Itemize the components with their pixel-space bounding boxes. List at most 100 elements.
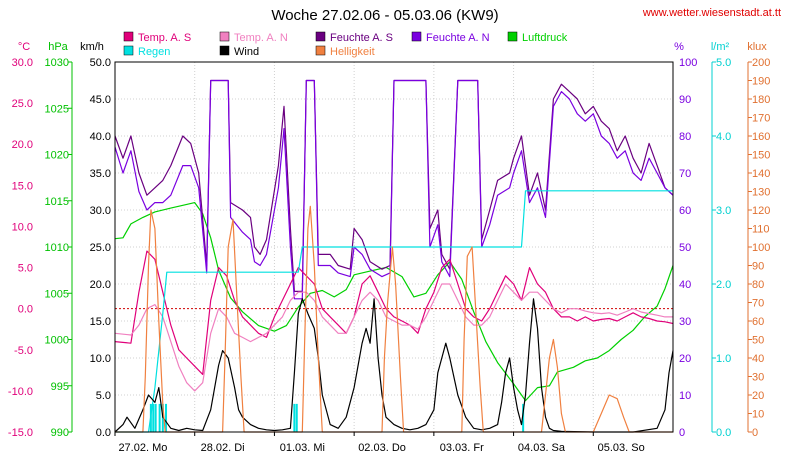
axis-unit-temp: °C [18, 41, 30, 53]
tick-label-temp: 30.0 [12, 57, 33, 69]
tick-label-temp: -5.0 [14, 345, 33, 357]
tick-label-pressure: 1000 [45, 335, 69, 347]
tick-label-wind: 50.0 [90, 57, 111, 69]
tick-label-wind: 45.0 [90, 94, 111, 106]
tick-label-light: 40 [752, 353, 764, 365]
tick-label-light: 200 [752, 57, 770, 69]
tick-label-light: 140 [752, 168, 770, 180]
legend-label: Luftdruck [522, 32, 568, 44]
tick-label-pressure: 1025 [45, 103, 69, 115]
x-tick-label: 03.03. Fr [440, 442, 484, 454]
tick-label-wind: 20.0 [90, 279, 111, 291]
tick-label-wind: 15.0 [90, 316, 111, 328]
x-tick-label: 02.03. Do [358, 442, 406, 454]
tick-label-light: 120 [752, 205, 770, 217]
chart-title: Woche 27.02.06 - 05.03.06 (KW9) [271, 7, 498, 24]
legend-label: Temp. A. N [234, 32, 288, 44]
tick-label-temp: 20.0 [12, 139, 33, 151]
x-tick-label: 05.03. So [598, 442, 645, 454]
axis-unit-light: klux [747, 41, 767, 53]
tick-label-wind: 10.0 [90, 353, 111, 365]
tick-label-wind: 25.0 [90, 242, 111, 254]
tick-label-light: 20 [752, 390, 764, 402]
tick-label-temp: 0.0 [18, 304, 33, 316]
legend-swatch [219, 31, 230, 42]
tick-label-light: 180 [752, 94, 770, 106]
axis-unit-wind: km/h [80, 41, 104, 53]
tick-label-light: 80 [752, 279, 764, 291]
tick-label-light: 160 [752, 131, 770, 143]
tick-label-humidity: 40 [679, 279, 691, 291]
x-tick-label: 27.02. Mo [118, 442, 167, 454]
tick-label-temp: 25.0 [12, 98, 33, 110]
tick-label-wind: 5.0 [96, 390, 111, 402]
legend: Temp. A. S Temp. A. N Feuchte A. S Feuchte … [123, 31, 568, 58]
axis-unit-humidity: % [674, 41, 684, 53]
tick-label-light: 30 [752, 372, 764, 384]
tick-label-light: 130 [752, 187, 770, 199]
tick-label-light: 60 [752, 316, 764, 328]
legend-swatch [123, 45, 134, 56]
tick-label-wind: 30.0 [90, 205, 111, 217]
x-tick-label: 28.02. Di [201, 442, 245, 454]
tick-label-light: 190 [752, 76, 770, 88]
axis-unit-pressure: hPa [48, 41, 68, 53]
tick-label-rain: 5.0 [716, 57, 731, 69]
tick-label-pressure: 1010 [45, 242, 69, 254]
tick-label-wind: 40.0 [90, 131, 111, 143]
tick-label-light: 170 [752, 113, 770, 125]
x-tick-label: 01.03. Mi [280, 442, 325, 454]
legend-swatch [315, 45, 326, 56]
tick-label-temp: 15.0 [12, 180, 33, 192]
plot-frame [114, 61, 674, 433]
tick-label-pressure: 1030 [45, 57, 69, 69]
legend-swatch [315, 31, 326, 42]
tick-label-humidity: 100 [679, 57, 697, 69]
tick-label-wind: 35.0 [90, 168, 111, 180]
tick-label-humidity: 80 [679, 131, 691, 143]
tick-label-rain: 0.0 [716, 427, 731, 439]
tick-label-rain: 1.0 [716, 353, 731, 365]
tick-label-light: 110 [752, 224, 770, 236]
tick-label-light: 100 [752, 242, 770, 254]
legend-label: Regen [138, 46, 170, 58]
legend-swatch [219, 45, 230, 56]
tick-label-wind: 0.0 [96, 427, 111, 439]
tick-label-rain: 2.0 [716, 279, 731, 291]
tick-label-pressure: 1005 [45, 288, 69, 300]
series-line-temp_n [114, 283, 673, 392]
series-line-wind [114, 298, 674, 433]
tick-label-humidity: 60 [679, 205, 691, 217]
tick-label-rain: 3.0 [716, 205, 731, 217]
plot-border [114, 61, 674, 433]
tick-label-temp: 10.0 [12, 221, 33, 233]
tick-label-humidity: 30 [679, 316, 691, 328]
tick-label-humidity: 90 [679, 94, 691, 106]
tick-label-humidity: 0 [679, 427, 685, 439]
series-line-feuchte_n [114, 79, 674, 300]
legend-label: Feuchte A. S [330, 32, 393, 44]
source-url: www.wetter.wiesenstadt.at.tt [642, 7, 781, 19]
tick-label-pressure: 1015 [45, 196, 69, 208]
legend-swatch [123, 31, 134, 42]
axis-unit-rain: l/m² [711, 41, 730, 53]
legend-label: Wind [234, 46, 259, 58]
legend-label: Helligkeit [330, 46, 375, 58]
tick-label-light: 90 [752, 261, 764, 273]
tick-label-temp: -10.0 [8, 386, 33, 398]
tick-label-light: 70 [752, 298, 764, 310]
legend-swatch [507, 31, 518, 42]
tick-label-pressure: 990 [51, 427, 69, 439]
tick-label-pressure: 1020 [45, 150, 69, 162]
tick-label-rain: 4.0 [716, 131, 731, 143]
legend-swatch [411, 31, 422, 42]
tick-label-temp: -15.0 [8, 427, 33, 439]
tick-label-humidity: 10 [679, 390, 691, 402]
tick-label-humidity: 20 [679, 353, 691, 365]
series-line-regen [115, 190, 673, 433]
x-tick-label: 04.03. Sa [518, 442, 566, 454]
tick-label-humidity: 70 [679, 168, 691, 180]
axes: 30.0 25.0 20.0 15.0 10.0 5.0 0.0 -5.0 -10.0 -15.0… [8, 41, 770, 454]
